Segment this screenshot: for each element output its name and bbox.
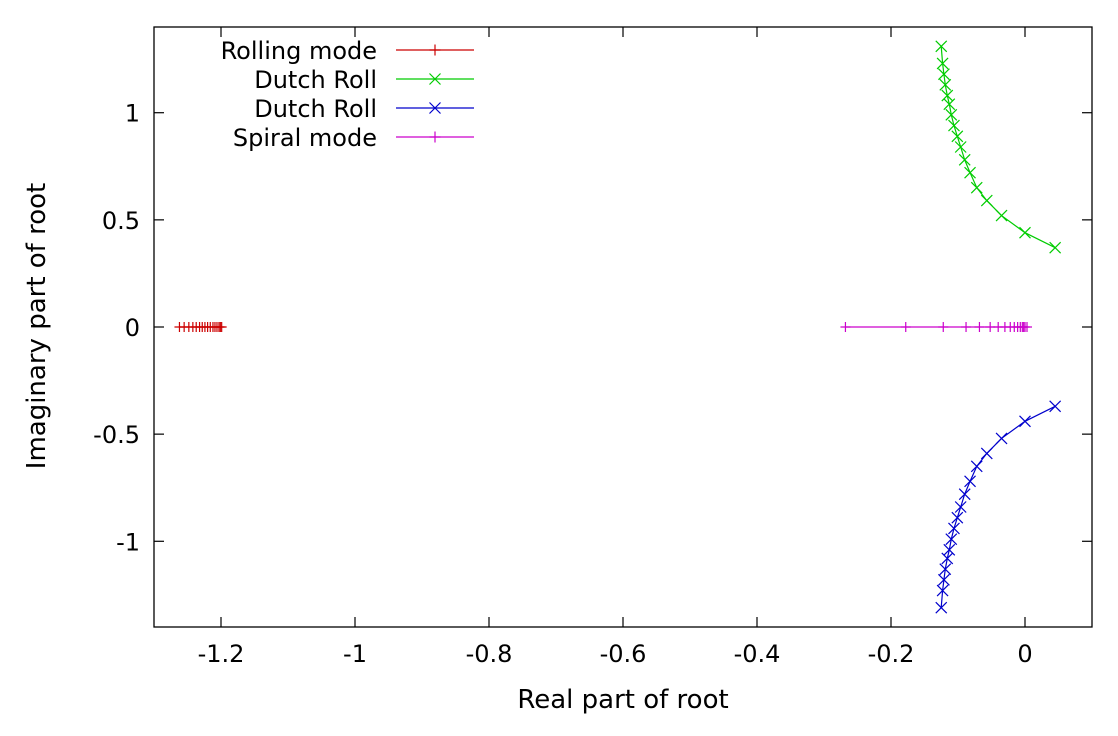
data-point xyxy=(954,501,967,513)
data-point xyxy=(1049,400,1062,413)
data-point xyxy=(429,131,441,143)
x-tick-label: -0.4 xyxy=(734,640,781,668)
data-point xyxy=(945,533,958,546)
y-tick-label: -0.5 xyxy=(93,421,140,449)
data-point xyxy=(941,89,954,102)
data-point xyxy=(995,432,1008,445)
y-axis-label: Imaginary part of root xyxy=(22,183,52,469)
data-point xyxy=(943,543,956,556)
data-point xyxy=(429,102,441,114)
data-point xyxy=(939,563,952,576)
x-axis-label: Real part of root xyxy=(517,685,728,715)
x-tick-label: -1.2 xyxy=(198,640,245,668)
data-point xyxy=(974,322,985,332)
data-point xyxy=(961,322,972,332)
series-4 xyxy=(840,322,1033,332)
legend-entry: Dutch Roll xyxy=(254,66,474,94)
data-point xyxy=(1019,415,1031,428)
legend-entry: Dutch Roll xyxy=(254,95,474,123)
data-point xyxy=(964,166,976,179)
data-point xyxy=(936,57,949,70)
data-point xyxy=(954,141,967,153)
data-point xyxy=(941,552,954,565)
data-point xyxy=(936,584,949,597)
legend-label: Spiral mode xyxy=(233,124,377,152)
data-point xyxy=(938,322,949,332)
data-point xyxy=(1022,322,1033,332)
data-point xyxy=(938,68,950,81)
data-point xyxy=(964,475,976,488)
data-point xyxy=(951,511,964,524)
legend-entry: Rolling mode xyxy=(221,37,474,65)
series-2 xyxy=(935,40,1062,254)
y-tick-label: 0 xyxy=(125,314,140,342)
data-point xyxy=(1049,241,1062,254)
data-point xyxy=(1019,226,1031,239)
data-point xyxy=(935,40,948,53)
x-tick-label: -0.6 xyxy=(600,640,647,668)
data-point xyxy=(945,108,958,121)
data-point xyxy=(951,130,964,143)
series-line xyxy=(940,46,1056,249)
y-tick-label: 0.5 xyxy=(102,207,140,235)
x-tick-label: -0.8 xyxy=(466,640,513,668)
data-point xyxy=(938,573,950,586)
data-point xyxy=(935,601,948,614)
data-point xyxy=(943,98,956,111)
data-point xyxy=(939,78,952,91)
data-point xyxy=(958,153,971,166)
data-point xyxy=(216,322,227,332)
data-point xyxy=(980,194,993,207)
series-1 xyxy=(174,322,227,332)
axis-ticks: -1.2 -1 -0.8 -0.6 -0.4 -0.2 0 1 0.5 0 -0.5 -1 xyxy=(93,27,1092,668)
y-tick-label: 1 xyxy=(125,100,140,128)
data-point xyxy=(980,447,993,460)
data-point xyxy=(840,322,851,332)
data-point xyxy=(970,181,983,194)
data-point xyxy=(948,119,960,132)
y-tick-label: -1 xyxy=(116,528,140,556)
legend-label: Rolling mode xyxy=(221,37,377,65)
x-tick-label: -0.2 xyxy=(868,640,915,668)
data-point xyxy=(429,73,441,85)
legend-label: Dutch Roll xyxy=(254,95,377,123)
data-point xyxy=(900,322,911,332)
legend-label: Dutch Roll xyxy=(254,66,377,94)
series-3 xyxy=(935,400,1062,614)
series-layer xyxy=(174,40,1062,614)
data-point xyxy=(429,44,441,56)
series-line xyxy=(940,405,1056,608)
x-tick-label: -1 xyxy=(343,640,367,668)
legend-entry: Spiral mode xyxy=(233,124,474,152)
data-point xyxy=(958,488,971,501)
data-point xyxy=(948,522,960,535)
x-tick-label: 0 xyxy=(1017,640,1032,668)
data-point xyxy=(995,209,1008,222)
data-point xyxy=(970,460,983,473)
